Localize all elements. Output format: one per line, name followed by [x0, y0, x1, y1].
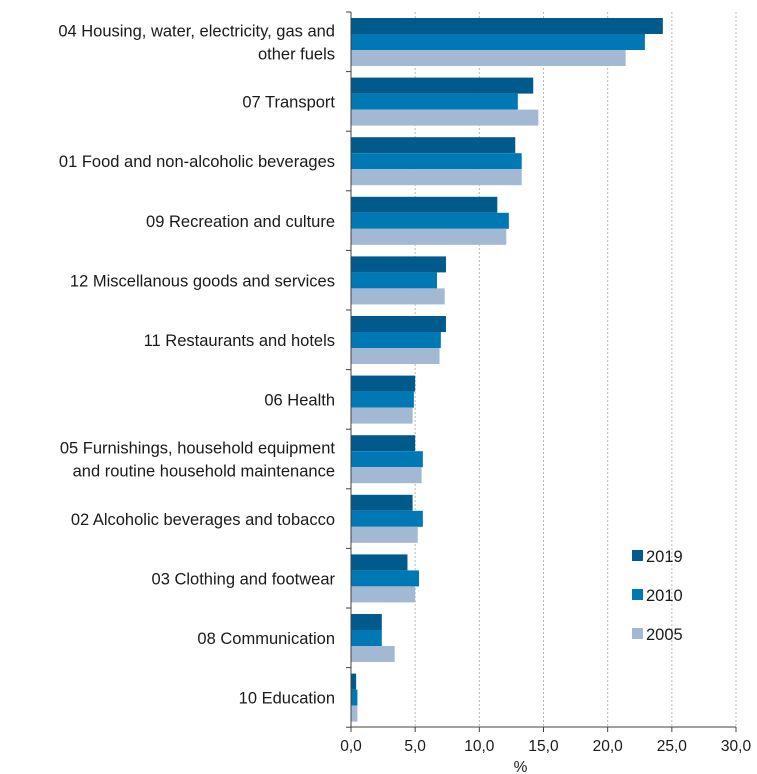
bar-2019 [351, 137, 516, 154]
bar-2019 [351, 316, 446, 332]
category-label: 05 Furnishings, household equipment [60, 440, 336, 458]
category-labels: 04 Housing, water, electricity, gas and o… [58, 23, 335, 708]
bar-2010 [351, 570, 420, 587]
bar-2019 [351, 673, 357, 690]
legend: 2019 2010 2005 [632, 548, 683, 644]
bar-2010 [351, 689, 358, 706]
category-label: 01 Food and non-alcoholic beverages [59, 153, 335, 171]
bar-2010 [351, 391, 414, 408]
x-tick-label: 20,0 [593, 738, 624, 755]
category-label: 03 Clothing and footwear [152, 570, 336, 588]
bar-2005 [351, 288, 445, 305]
gridlines [414, 12, 737, 727]
axes [346, 11, 737, 732]
bar-2010 [351, 153, 522, 170]
bar-2010 [351, 332, 441, 348]
bar-2005 [351, 467, 422, 484]
category-label: 09 Recreation and culture [146, 213, 335, 231]
bar-2010 [351, 630, 382, 646]
bar-2005 [351, 228, 507, 245]
x-tick-labels: 0,0 5,0 10,0 15,0 20,0 25,0 30,0 [340, 738, 751, 755]
category-label: 04 Housing, water, electricity, gas and [58, 23, 335, 41]
bar-2005 [351, 705, 358, 722]
bar-2010 [351, 272, 437, 289]
bar-2005 [351, 526, 418, 543]
bar-2005 [351, 50, 626, 66]
bar-2019 [351, 554, 408, 571]
legend-swatch-2005 [632, 628, 643, 639]
x-tick-label: 30,0 [721, 738, 752, 755]
category-label: other fuels [258, 46, 335, 64]
category-label: and routine household maintenance [73, 463, 335, 481]
legend-label: 2019 [646, 548, 683, 566]
category-label: 12 Miscellanous goods and services [70, 272, 335, 290]
bar-2010 [351, 93, 518, 110]
legend-swatch-2019 [632, 550, 643, 561]
bar-2005 [351, 109, 539, 126]
legend-label: 2005 [646, 626, 683, 644]
bar-2019 [351, 196, 498, 213]
bar-2019 [351, 18, 663, 34]
category-label: 10 Education [239, 690, 335, 708]
x-axis-title: % [514, 759, 528, 774]
bar-2019 [351, 375, 416, 392]
category-label: 02 Alcoholic beverages and tobacco [71, 511, 335, 529]
category-label: 07 Transport [242, 94, 335, 112]
bar-2005 [351, 646, 395, 662]
category-label: 11 Restaurants and hotels [144, 332, 335, 350]
bar-2010 [351, 451, 423, 468]
x-tick-label: 10,0 [464, 738, 495, 755]
x-tick-label: 0,0 [340, 738, 362, 755]
bar-2005 [351, 348, 440, 364]
bar-2019 [351, 494, 413, 511]
bar-2005 [351, 407, 413, 424]
legend-swatch-2010 [632, 589, 643, 600]
bar-2019 [351, 435, 416, 452]
bar-2019 [351, 77, 534, 94]
bar-2010 [351, 34, 645, 50]
bar-2019 [351, 614, 382, 630]
x-tick-label: 15,0 [528, 738, 559, 755]
legend-label: 2010 [646, 587, 683, 605]
bars [351, 18, 663, 722]
x-tick-label: 25,0 [657, 738, 688, 755]
bar-2010 [351, 510, 423, 527]
bar-2005 [351, 169, 522, 186]
bar-2010 [351, 212, 509, 229]
category-label: 08 Communication [197, 630, 335, 648]
category-label: 06 Health [264, 392, 335, 410]
bar-2019 [351, 256, 446, 273]
x-tick-label: 5,0 [404, 738, 426, 755]
bar-2005 [351, 586, 416, 603]
